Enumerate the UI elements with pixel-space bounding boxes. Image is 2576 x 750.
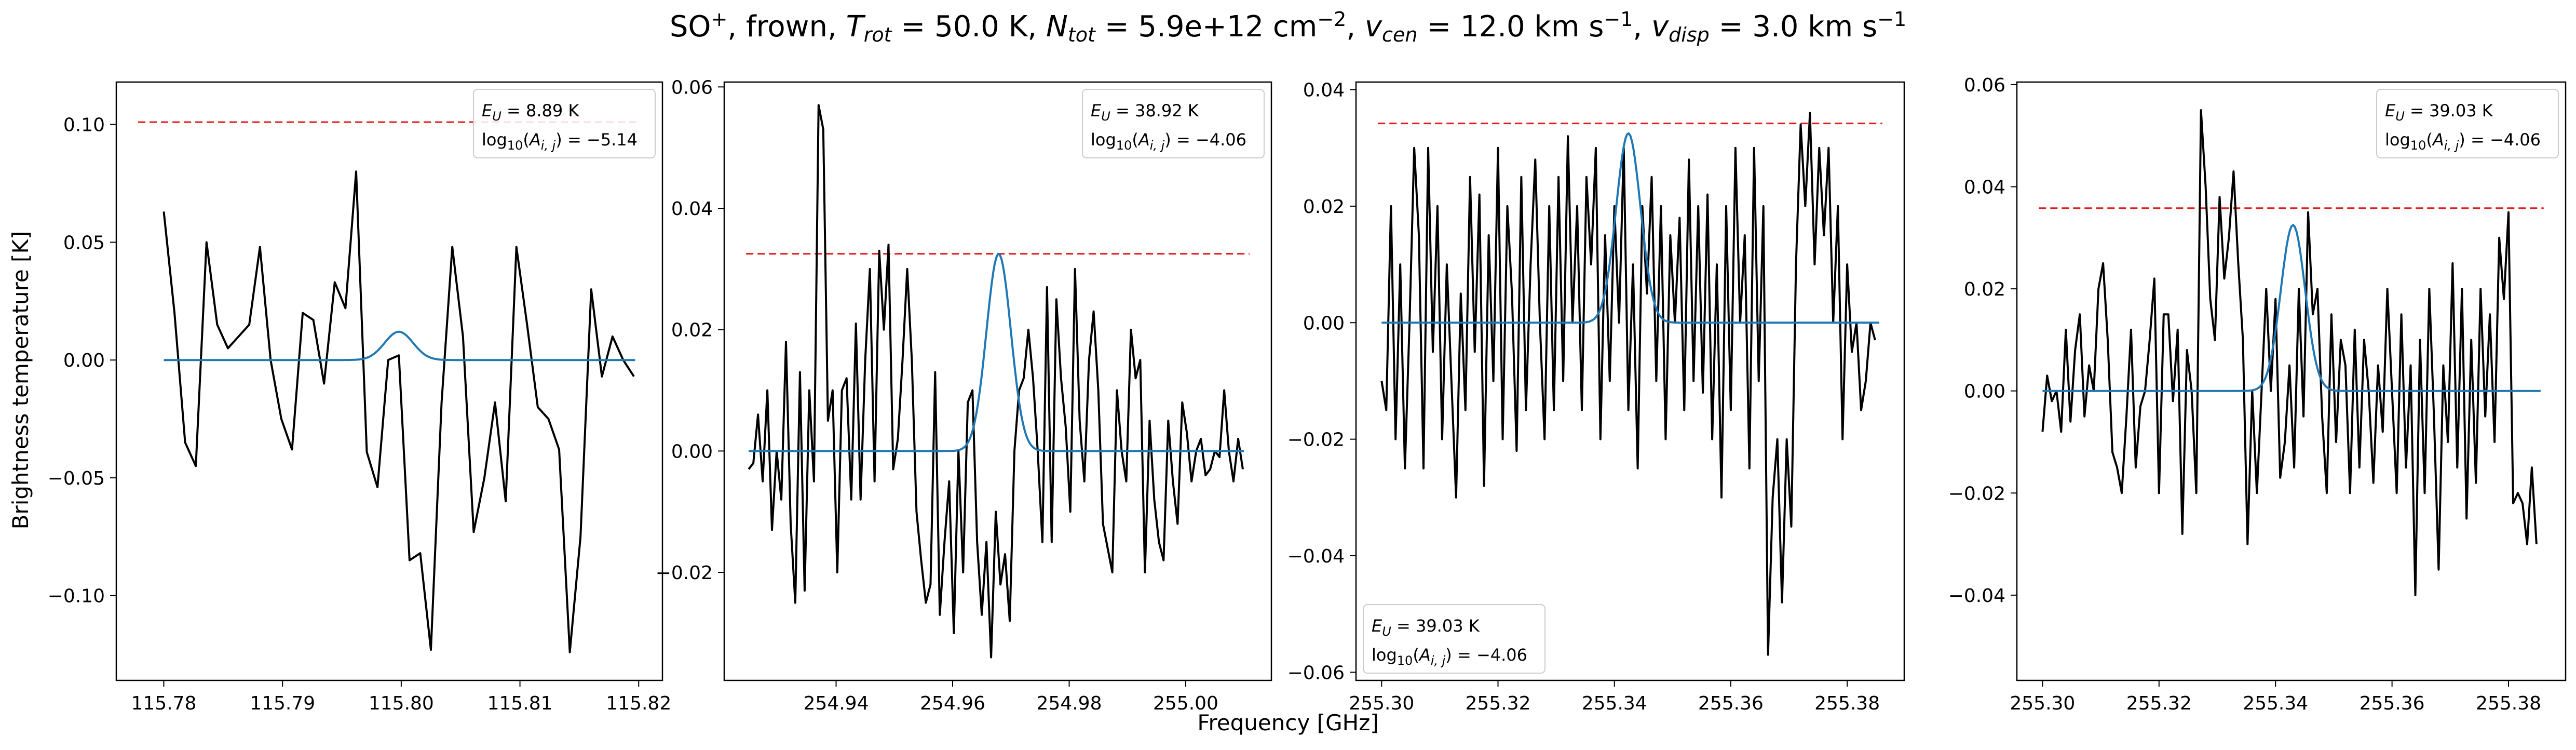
y-axis-label: Brightness temperature [K]	[8, 231, 33, 530]
y-tick-label: 0.10	[63, 115, 105, 136]
y-tick-label: −0.02	[656, 562, 713, 584]
x-axis-label: Frequency [GHz]	[1197, 710, 1378, 735]
y-tick-label: −0.02	[1948, 483, 2005, 504]
panel-1: 115.78 115.79 115.80 115.81 115.82 −0.10 −0.05…	[48, 81, 671, 714]
data-spectrum	[1380, 112, 1876, 656]
model-fit	[749, 252, 1244, 452]
legend-eu: EU = 8.89 K	[482, 101, 579, 124]
y-tick-label: −0.05	[48, 468, 105, 489]
legend-loga: log10(Ai, j) = −4.06	[2385, 130, 2541, 153]
x-tick-label: 115.80	[369, 693, 434, 714]
data-spectrum	[2041, 109, 2538, 596]
legend-eu-value: 38.92 K	[1135, 101, 1199, 120]
y-tick-label: 0.02	[671, 320, 713, 341]
legend-eu-value: 39.03 K	[1416, 616, 1480, 636]
legend-loga-value: −4.06	[2490, 130, 2541, 150]
y-tick-label: −0.06	[1287, 662, 1345, 684]
y-tick-label: 0.05	[63, 232, 105, 253]
axes-frame	[723, 81, 1272, 681]
y-tick-label: 0.00	[1964, 381, 2005, 403]
y-tick-label: 0.06	[1964, 75, 2005, 96]
y-tick-label: 0.02	[1303, 196, 1345, 218]
legend-box	[473, 89, 656, 158]
x-tick-label: 254.96	[920, 693, 985, 714]
x-tick-label: 115.82	[606, 693, 671, 714]
panel-2: 254.94 254.96 254.98 255.00 −0.02 0.00 0.02 0.0…	[656, 77, 1272, 714]
y-tick-label: −0.04	[1948, 585, 2005, 607]
data-spectrum	[748, 104, 1244, 659]
legend-eu: EU = 38.92 K	[1091, 101, 1199, 124]
y-tick-label: −0.04	[1287, 546, 1345, 567]
axes-frame	[2016, 81, 2567, 681]
plot-area	[1378, 112, 1882, 656]
x-tick-label: 255.36	[1698, 693, 1764, 714]
axes-frame	[1355, 81, 1905, 681]
legend-eu: EU = 39.03 K	[2385, 101, 2493, 124]
x-tick-label: 255.34	[2243, 693, 2308, 714]
x-tick-label: 115.78	[131, 693, 196, 714]
plot-area	[138, 121, 641, 653]
panel-3: 255.30 255.32 255.34 255.36 255.38 −0.06 −0.04…	[1287, 80, 1905, 714]
x-tick-label: 255.36	[2360, 693, 2425, 714]
x-tick-label: 255.32	[1466, 693, 1531, 714]
plot-area	[2039, 109, 2544, 596]
legend-eu-value: 39.03 K	[2429, 101, 2493, 120]
legend-eu: EU = 39.03 K	[1372, 616, 1480, 639]
x-tick-label: 255.34	[1582, 693, 1647, 714]
legend-loga-value: −4.06	[1476, 645, 1527, 665]
legend-loga: log10(Ai, j) = −4.06	[1372, 645, 1527, 668]
y-tick-label: 0.04	[1303, 80, 1345, 101]
x-tick-label: 254.94	[804, 693, 869, 714]
y-tick-label: 0.00	[63, 350, 105, 371]
legend: EU = 38.92 K log10(Ai, j) = −4.06	[1082, 89, 1265, 158]
y-tick-label: −0.10	[48, 586, 105, 607]
y-tick-label: 0.04	[671, 198, 713, 220]
x-tick-label: 255.38	[1814, 693, 1880, 714]
legend-eu-value: 8.89 K	[526, 101, 579, 120]
legend-loga-value: −4.06	[1196, 130, 1246, 150]
x-tick-label: 254.98	[1037, 693, 1102, 714]
data-spectrum	[162, 170, 635, 653]
x-tick-label: 115.81	[487, 693, 553, 714]
y-tick-label: 0.00	[671, 441, 713, 462]
x-tick-label: 115.79	[250, 693, 315, 714]
legend: EU = 39.03 K log10(Ai, j) = −4.06	[1363, 604, 1545, 674]
y-tick-label: 0.02	[1964, 279, 2005, 300]
model-fit	[164, 330, 635, 361]
legend: EU = 39.03 K log10(Ai, j) = −4.06	[2376, 89, 2559, 158]
legend-loga-value: −5.14	[587, 130, 638, 150]
x-tick-label: 255.30	[2010, 693, 2075, 714]
y-tick-label: −0.02	[1287, 430, 1345, 451]
y-tick-label: 0.00	[1303, 313, 1345, 334]
model-fit	[1381, 132, 1879, 324]
panel-4: 255.30 255.32 255.34 255.36 255.38 −0.04 −0.02…	[1948, 75, 2567, 714]
legend-box	[1363, 604, 1545, 674]
x-tick-label: 255.32	[2126, 693, 2192, 714]
legend-loga: log10(Ai, j) = −5.14	[482, 130, 638, 153]
legend-box	[2376, 89, 2559, 158]
x-tick-label: 255.00	[1153, 693, 1218, 714]
y-tick-label: 0.04	[1964, 177, 2005, 198]
legend-loga: log10(Ai, j) = −4.06	[1091, 130, 1246, 153]
x-tick-label: 255.30	[1349, 693, 1414, 714]
x-tick-label: 255.38	[2476, 693, 2541, 714]
figure-title: SO+, frown, Trot = 50.0 K, Ntot = 5.9e+1…	[670, 8, 1906, 46]
y-tick-label: 0.06	[671, 77, 713, 98]
plot-area	[746, 104, 1250, 659]
legend: EU = 8.89 K log10(Ai, j) = −5.14	[473, 89, 656, 158]
model-fit	[2042, 223, 2541, 392]
legend-box	[1082, 89, 1265, 158]
axes-frame	[115, 81, 663, 681]
